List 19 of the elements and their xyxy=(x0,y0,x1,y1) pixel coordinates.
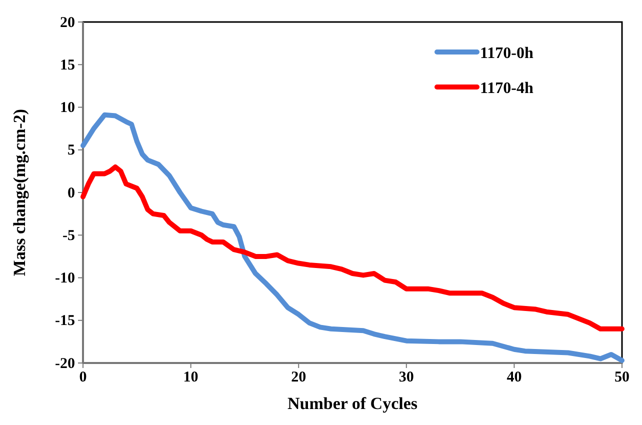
y-tick-label: -5 xyxy=(62,228,75,244)
x-tick-label: 40 xyxy=(506,370,522,386)
y-tick-label: 0 xyxy=(68,185,75,202)
y-tick-label: -15 xyxy=(55,313,75,330)
y-axis-title: Mass change(mg.cm-2) xyxy=(10,108,29,276)
y-tick-label: -10 xyxy=(55,270,75,287)
x-axis-title: Number of Cycles xyxy=(288,394,418,413)
x-tick-label: 10 xyxy=(183,370,198,386)
x-tick-label: 30 xyxy=(398,370,414,386)
y-tick-label: 15 xyxy=(60,57,75,74)
x-tick-label: 20 xyxy=(291,370,306,386)
legend-label: 1170-0h xyxy=(480,45,534,62)
y-tick-label: 5 xyxy=(68,142,75,159)
y-tick-label: -20 xyxy=(55,356,75,372)
y-tick-label: 20 xyxy=(60,14,75,31)
y-tick-label: 10 xyxy=(60,100,75,116)
x-tick-label: 50 xyxy=(614,370,630,386)
x-tick-label: 0 xyxy=(79,370,87,386)
legend-label: 1170-4h xyxy=(480,80,534,97)
